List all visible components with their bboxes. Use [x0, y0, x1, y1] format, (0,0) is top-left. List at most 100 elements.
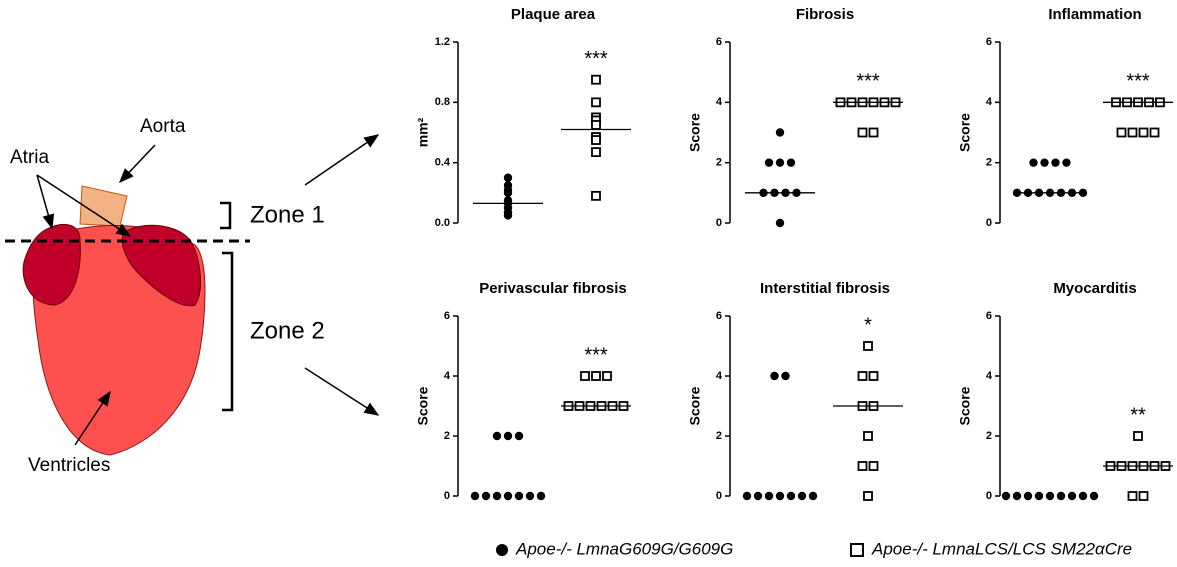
data-point [1068, 492, 1076, 500]
y-tick-label: 2 [986, 430, 992, 442]
data-point [864, 432, 872, 440]
data-point [1129, 129, 1137, 137]
data-point [482, 492, 490, 500]
y-tick-label: 2 [716, 430, 722, 442]
y-tick-label: 4 [444, 370, 451, 382]
data-point [859, 462, 867, 470]
data-point [592, 98, 600, 106]
y-tick-label: 0 [444, 490, 450, 502]
data-point [859, 372, 867, 380]
y-axis-label: Score [957, 113, 973, 152]
data-point [765, 492, 773, 500]
y-axis-label: Score [687, 386, 703, 425]
y-tick-label: 0 [986, 490, 992, 502]
significance: *** [584, 344, 608, 366]
significance: * [864, 314, 872, 336]
data-point [770, 372, 778, 380]
y-tick-label: 6 [986, 36, 992, 48]
data-point [864, 342, 872, 350]
chart-title: Myocarditis [1053, 280, 1136, 297]
data-point [776, 158, 784, 166]
data-point [1140, 129, 1148, 137]
data-point [1129, 492, 1137, 500]
data-point [526, 492, 534, 500]
data-point [603, 372, 611, 380]
data-point [765, 158, 773, 166]
data-point [1002, 492, 1010, 500]
chart-title: Interstitial fibrosis [760, 280, 890, 297]
data-point [1051, 158, 1059, 166]
significance: *** [1126, 71, 1150, 93]
y-tick-label: 4 [716, 96, 723, 108]
data-point [592, 121, 600, 129]
data-point [592, 192, 600, 200]
data-point [1057, 492, 1065, 500]
chart-title: Plaque area [511, 6, 596, 23]
y-axis-label: mm² [415, 117, 431, 147]
data-point [1062, 158, 1070, 166]
data-point [787, 158, 795, 166]
data-point [870, 372, 878, 380]
data-point [870, 462, 878, 470]
y-tick-label: 6 [986, 310, 992, 322]
data-point [776, 219, 784, 227]
y-tick-label: 1.2 [435, 36, 450, 48]
label: Zone 2 [250, 317, 325, 344]
legend-label: Apoe-/- LmnaG609G/G609G [515, 539, 733, 558]
data-point [1013, 492, 1021, 500]
y-tick-label: 6 [716, 310, 722, 322]
data-point [592, 372, 600, 380]
y-tick-label: 6 [716, 36, 722, 48]
y-axis-label: Score [687, 113, 703, 152]
arrow [305, 135, 378, 185]
chart-title: Fibrosis [796, 6, 854, 23]
legend-marker [496, 544, 508, 556]
data-point [592, 148, 600, 156]
data-point [504, 432, 512, 440]
data-point [504, 492, 512, 500]
figure: Aorta Atria Zone 1 Zone 2 Ventricles Pla… [0, 0, 1177, 567]
y-tick-label: 0 [986, 217, 992, 229]
data-point [504, 174, 512, 182]
data-point [870, 129, 878, 137]
significance: ** [1130, 404, 1146, 426]
data-point [1134, 432, 1142, 440]
data-point [864, 492, 872, 500]
y-axis-label: Score [957, 386, 973, 425]
significance: *** [584, 48, 608, 70]
arrow [305, 368, 378, 415]
y-tick-label: 0 [716, 217, 722, 229]
chart-title: Perivascular fibrosis [479, 280, 627, 297]
label: Aorta [140, 116, 186, 137]
data-point [1118, 129, 1126, 137]
data-point [504, 211, 512, 219]
data-point [754, 492, 762, 500]
data-point [859, 129, 867, 137]
bracket [222, 253, 232, 410]
data-point [798, 492, 806, 500]
label: Ventricles [28, 455, 110, 476]
data-point [1090, 492, 1098, 500]
y-tick-label: 0 [716, 490, 722, 502]
y-tick-label: 4 [986, 96, 993, 108]
data-point [1140, 492, 1148, 500]
y-tick-label: 0.0 [435, 217, 450, 229]
y-tick-label: 2 [444, 430, 450, 442]
data-point [1035, 492, 1043, 500]
legend-marker [851, 544, 863, 556]
legend-label: Apoe-/- LmnaLCS/LCS SM22αCre [871, 539, 1132, 558]
y-tick-label: 6 [444, 310, 450, 322]
data-point [581, 372, 589, 380]
data-point [1079, 492, 1087, 500]
data-point [592, 76, 600, 84]
data-point [493, 492, 501, 500]
label: Zone 1 [250, 201, 325, 228]
significance: *** [856, 71, 880, 93]
label: Atria [10, 147, 50, 168]
data-point [743, 492, 751, 500]
y-tick-label: 0.8 [435, 96, 450, 108]
bracket [220, 203, 230, 228]
data-point [1040, 158, 1048, 166]
data-point [515, 492, 523, 500]
y-tick-label: 2 [986, 157, 992, 169]
